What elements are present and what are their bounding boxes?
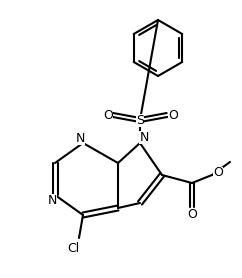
Text: Cl: Cl	[67, 242, 79, 254]
Text: N: N	[47, 193, 57, 207]
Text: N: N	[139, 130, 149, 143]
Text: O: O	[213, 167, 223, 180]
Text: O: O	[103, 108, 113, 121]
Text: N: N	[75, 131, 85, 145]
Text: O: O	[168, 108, 178, 121]
Text: O: O	[187, 208, 197, 222]
Text: S: S	[136, 113, 144, 126]
